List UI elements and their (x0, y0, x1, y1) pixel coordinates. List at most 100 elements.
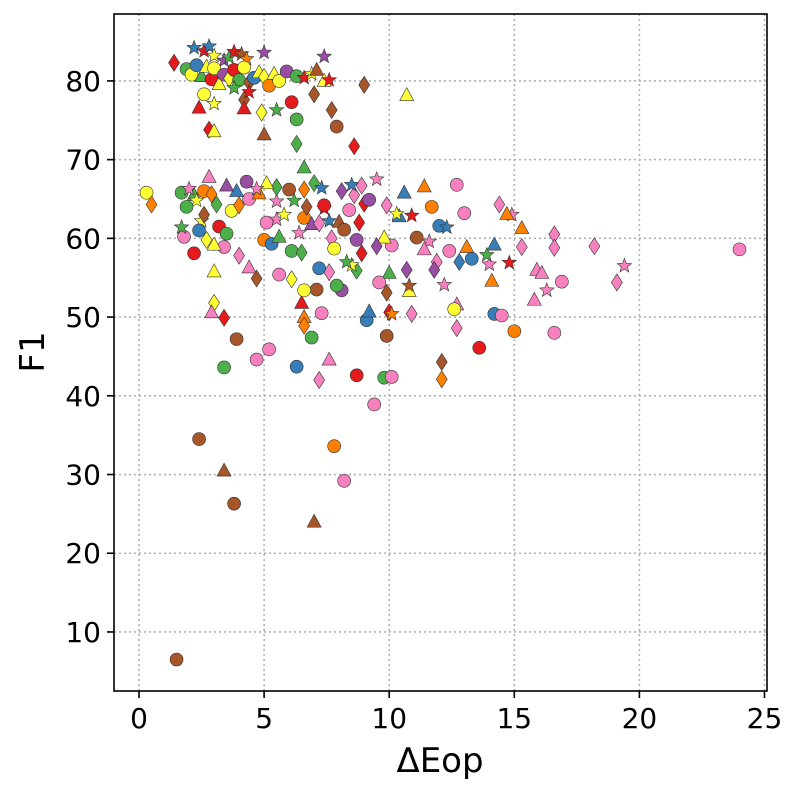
data-point-circle (367, 397, 381, 412)
data-point-circle (362, 192, 376, 207)
x-tick-label: 20 (622, 702, 658, 735)
y-tick-label: 80 (65, 65, 101, 98)
data-point-diamond (348, 137, 361, 156)
data-point-triangle (271, 228, 287, 243)
x-tick-label: 0 (130, 702, 148, 735)
data-point-circle (547, 326, 562, 340)
data-point-diamond (515, 237, 528, 257)
data-point-circle (384, 370, 399, 384)
data-point-star (403, 207, 420, 223)
data-point-circle (317, 198, 331, 213)
data-point-diamond (285, 270, 298, 289)
data-point-circle (282, 182, 296, 197)
data-point-star (421, 233, 438, 249)
data-point-circle (447, 302, 462, 317)
data-point-triangle (294, 294, 310, 309)
data-point-diamond (588, 237, 601, 256)
data-point-star (368, 170, 385, 187)
data-point-star (538, 281, 555, 298)
data-point-diamond (233, 196, 245, 215)
data-point-diamond (298, 316, 311, 335)
data-point-circle (284, 95, 299, 109)
data-point-star (438, 218, 455, 235)
x-tick-label: 10 (371, 702, 407, 735)
x-axis-label: ΔEop (396, 741, 483, 781)
data-point-star (478, 246, 495, 262)
data-point-star (501, 254, 518, 270)
data-point-diamond (355, 244, 368, 263)
data-point-diamond (308, 85, 321, 104)
data-point-star (321, 212, 338, 228)
data-point-star (206, 47, 222, 63)
data-point-diamond (200, 230, 213, 249)
data-point-circle (192, 223, 206, 238)
data-point-triangle (206, 236, 222, 251)
data-point-diamond (450, 319, 463, 338)
data-point-star (286, 192, 303, 208)
data-point-diamond (255, 103, 268, 122)
data-point-circle (555, 274, 569, 289)
data-point-diamond (198, 205, 210, 224)
data-point-diamond (335, 182, 348, 201)
data-point-diamond (205, 185, 218, 204)
data-point-triangle (396, 184, 412, 199)
y-tick-label: 50 (65, 301, 101, 334)
data-point-diamond (548, 238, 561, 257)
data-point-diamond (493, 195, 506, 214)
data-point-diamond (313, 371, 326, 390)
data-point-triangle (204, 304, 220, 319)
data-point-circle (329, 278, 344, 293)
data-point-triangle (259, 175, 275, 190)
data-point-diamond (370, 237, 383, 256)
data-point-star (616, 257, 633, 273)
y-axis-ticks: 10 20 30 40 50 60 70 80 (65, 65, 114, 649)
data-point-triangle (416, 241, 432, 256)
y-axis-label: F1 (13, 331, 53, 372)
data-point-diamond (380, 283, 393, 302)
data-point-circle (457, 206, 472, 220)
data-point-star (268, 101, 285, 117)
data-point-circle (237, 60, 251, 75)
data-point-circle (449, 178, 464, 192)
data-point-diamond (353, 213, 366, 232)
data-point-triangle (256, 126, 272, 141)
data-point-triangle (484, 272, 500, 287)
data-point-circle (732, 242, 747, 257)
data-point-star (321, 71, 338, 87)
data-point-diamond (435, 370, 448, 389)
data-point-diamond (270, 178, 283, 197)
data-point-circle (464, 252, 479, 266)
data-point-circle (179, 200, 194, 214)
data-point-star (206, 95, 223, 111)
data-point-star (241, 83, 257, 99)
data-point-star (226, 43, 242, 59)
data-point-triangle (206, 123, 222, 138)
y-tick-label: 20 (65, 537, 101, 570)
data-point-circle (219, 226, 234, 241)
data-point-circle (507, 324, 522, 339)
y-tick-label: 40 (65, 380, 101, 413)
data-point-circle (289, 359, 304, 374)
data-point-triangle (321, 351, 337, 366)
data-point-circle (309, 282, 324, 297)
data-point-circle (327, 439, 341, 453)
data-point-circle (314, 306, 329, 320)
data-point-triangle (534, 264, 550, 279)
data-point-diamond (313, 214, 326, 233)
data-point-circle (494, 308, 509, 323)
data-point-star (256, 44, 272, 60)
data-point-diamond (400, 260, 413, 279)
data-point-star (201, 37, 217, 53)
y-tick-label: 70 (65, 144, 101, 177)
data-point-star (173, 218, 190, 235)
x-tick-label: 5 (255, 702, 273, 735)
data-point-star (268, 193, 285, 209)
data-point-triangle (191, 99, 207, 114)
data-point-diamond (290, 134, 303, 153)
data-point-triangle (399, 86, 415, 101)
data-point-star (186, 39, 203, 55)
y-tick-label: 30 (65, 459, 101, 492)
data-point-circle (304, 330, 319, 345)
data-point-triangle (306, 513, 322, 528)
